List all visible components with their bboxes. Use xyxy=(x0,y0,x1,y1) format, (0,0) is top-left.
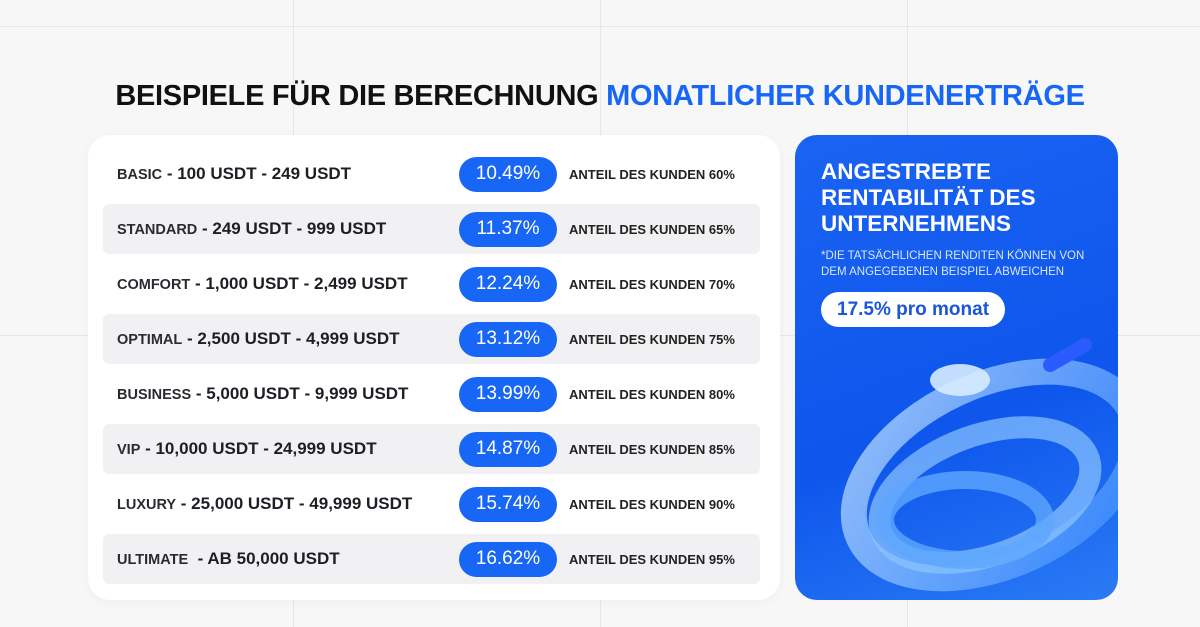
plan-row: STANDARD - 249 USDT - 999 USDT 11.37% AN… xyxy=(103,204,760,254)
plan-range: - 1,000 USDT - 2,499 USDT xyxy=(190,274,408,293)
plan-range: - 5,000 USDT - 9,999 USDT xyxy=(191,384,409,403)
plan-rate-badge: 11.37% xyxy=(459,211,557,247)
title-highlight: MONATLICHER KUNDENERTRÄGE xyxy=(606,80,1085,112)
plan-rate-badge: 12.24% xyxy=(459,266,557,302)
plan-name: ULTIMATE xyxy=(117,552,189,568)
plan-tier: BASIC - 100 USDT - 249 USDT xyxy=(117,164,351,184)
plan-rate-badge: 10.49% xyxy=(459,156,557,192)
plan-name: OPTIMAL xyxy=(117,332,183,348)
client-share: ANTEIL DES KUNDEN 65% xyxy=(569,221,735,237)
target-card: ANGESTREBTE RENTABILITÄT DES UNTERNEHMEN… xyxy=(795,135,1118,600)
plan-rate-badge: 13.12% xyxy=(459,321,557,357)
plan-name: STANDARD xyxy=(117,222,198,238)
plan-range: - 25,000 USDT - 49,999 USDT xyxy=(176,494,413,513)
plan-range: - 10,000 USDT - 24,999 USDT xyxy=(140,439,377,458)
plan-row: LUXURY - 25,000 USDT - 49,999 USDT 15.74… xyxy=(103,479,760,529)
plan-rate-badge: 16.62% xyxy=(459,541,557,577)
plan-row: VIP - 10,000 USDT - 24,999 USDT 14.87% A… xyxy=(103,424,760,474)
plan-tier: STANDARD - 249 USDT - 999 USDT xyxy=(117,219,386,239)
title-text: BEISPIELE FÜR DIE BERECHNUNG xyxy=(115,80,607,112)
plan-name: COMFORT xyxy=(117,277,191,293)
target-heading: ANGESTREBTE RENTABILITÄT DES UNTERNEHMEN… xyxy=(821,159,1036,236)
target-rate-badge: 17.5% pro monat xyxy=(821,292,1006,327)
plan-tier: ULTIMATE - AB 50,000 USDT xyxy=(117,549,340,569)
plan-range: - 100 USDT - 249 USDT xyxy=(162,164,352,183)
client-share: ANTEIL DES KUNDEN 85% xyxy=(569,441,735,457)
plan-row: ULTIMATE - AB 50,000 USDT 16.62% ANTEIL … xyxy=(103,534,760,584)
client-share: ANTEIL DES KUNDEN 95% xyxy=(569,551,735,567)
abstract-3d-rings-illustration xyxy=(840,338,1118,592)
plan-tier: COMFORT - 1,000 USDT - 2,499 USDT xyxy=(117,274,408,294)
client-share: ANTEIL DES KUNDEN 80% xyxy=(569,386,735,402)
disclaimer-note: *DIE TATSÄCHLICHEN RENDITEN KÖNNEN VON D… xyxy=(821,250,1085,278)
client-share: ANTEIL DES KUNDEN 90% xyxy=(569,496,735,512)
plan-tier: LUXURY - 25,000 USDT - 49,999 USDT xyxy=(117,494,412,514)
plan-rate-badge: 15.74% xyxy=(459,486,557,522)
plan-name: BUSINESS xyxy=(117,387,192,403)
plan-row: BUSINESS - 5,000 USDT - 9,999 USDT 13.99… xyxy=(103,369,760,419)
plan-row: OPTIMAL - 2,500 USDT - 4,999 USDT 13.12%… xyxy=(103,314,760,364)
grid-line xyxy=(0,26,1200,27)
plan-name: VIP xyxy=(117,442,141,458)
plan-row: COMFORT - 1,000 USDT - 2,499 USDT 12.24%… xyxy=(103,259,760,309)
plan-range: - 2,500 USDT - 4,999 USDT xyxy=(182,329,400,348)
plan-rate-badge: 13.99% xyxy=(459,376,557,412)
plan-row: BASIC - 100 USDT - 249 USDT 10.49% ANTEI… xyxy=(103,149,760,199)
client-share: ANTEIL DES KUNDEN 70% xyxy=(569,276,735,292)
plan-rate-badge: 14.87% xyxy=(459,431,557,467)
plan-name: LUXURY xyxy=(117,497,177,513)
client-share: ANTEIL DES KUNDEN 75% xyxy=(569,331,735,347)
plan-tier: BUSINESS - 5,000 USDT - 9,999 USDT xyxy=(117,384,408,404)
plan-range: - AB 50,000 USDT xyxy=(188,549,340,568)
client-share: ANTEIL DES KUNDEN 60% xyxy=(569,166,735,182)
plans-table: BASIC - 100 USDT - 249 USDT 10.49% ANTEI… xyxy=(88,135,780,600)
plan-name: BASIC xyxy=(117,167,163,183)
plan-tier: VIP - 10,000 USDT - 24,999 USDT xyxy=(117,439,377,459)
plan-range: - 249 USDT - 999 USDT xyxy=(197,219,387,238)
page-title: BEISPIELE FÜR DIE BERECHNUNG MONATLICHER… xyxy=(0,80,1200,113)
plan-tier: OPTIMAL - 2,500 USDT - 4,999 USDT xyxy=(117,329,400,349)
